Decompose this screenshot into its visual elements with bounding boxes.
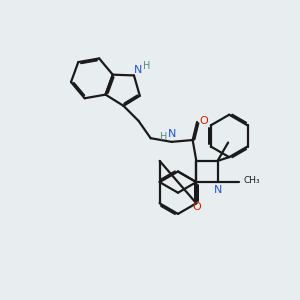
- Text: N: N: [134, 64, 142, 74]
- Text: H: H: [142, 61, 150, 71]
- Text: CH₃: CH₃: [244, 176, 260, 185]
- Text: N: N: [168, 129, 176, 139]
- Text: N: N: [214, 185, 222, 195]
- Text: O: O: [192, 202, 201, 212]
- Text: O: O: [199, 116, 208, 125]
- Text: H: H: [160, 132, 167, 142]
